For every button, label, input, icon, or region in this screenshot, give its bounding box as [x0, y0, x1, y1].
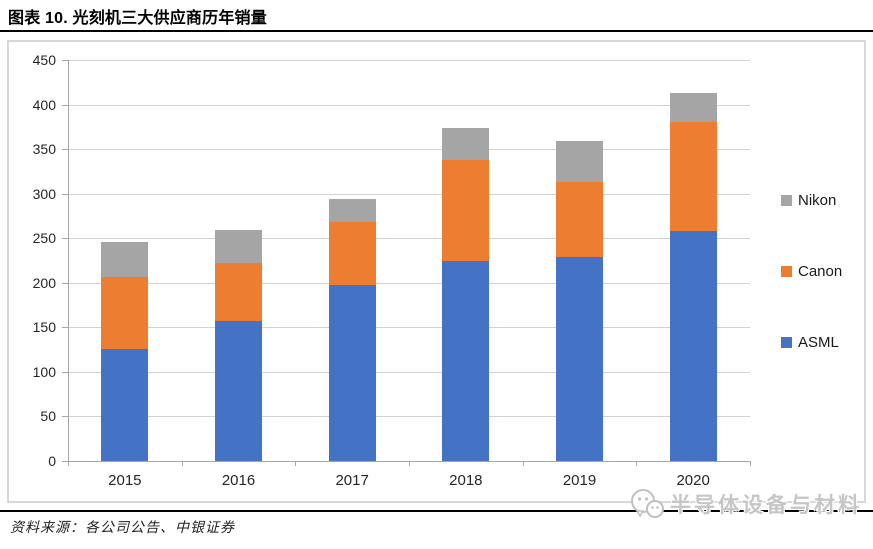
- bar-segment-nikon-2016: [215, 230, 262, 264]
- y-gridline: [68, 104, 750, 106]
- y-axis-tick-label: 100: [32, 363, 56, 380]
- y-axis-line: [68, 60, 69, 461]
- bar-segment-asml-2019: [556, 256, 603, 461]
- source-note: 资料来源：各公司公告、中银证券: [10, 521, 235, 536]
- x-axis-tick: [295, 461, 297, 466]
- legend-swatch-canon: [781, 266, 792, 277]
- bar-segment-canon-2020: [669, 122, 717, 232]
- y-axis-tick-label: 50: [40, 408, 56, 425]
- x-axis-category-label: 2020: [676, 472, 710, 489]
- legend-item-canon: Canon: [781, 263, 842, 280]
- y-axis-tick-label: 150: [32, 319, 56, 336]
- x-axis-tick: [750, 461, 751, 466]
- y-gridline: [68, 416, 750, 418]
- y-axis-tick-label: 300: [32, 185, 56, 202]
- watermark-text: 半导体设备与材料: [670, 494, 862, 517]
- bar-segment-canon-2017: [328, 222, 376, 285]
- footer-divider: [0, 510, 873, 512]
- legend-label-asml: ASML: [798, 334, 839, 351]
- y-axis-tick-label: 400: [32, 96, 56, 113]
- bar-segment-asml-2018: [442, 261, 490, 461]
- bar-segment-canon-2016: [215, 263, 262, 322]
- x-axis-category-label: 2016: [221, 472, 256, 489]
- figure-title: 图表 10. 光刻机三大供应商历年销量: [8, 10, 267, 27]
- y-axis-tick: [62, 371, 68, 373]
- y-axis-tick: [62, 60, 68, 61]
- y-axis-tick-label: 200: [32, 274, 56, 291]
- bar-segment-nikon-2019: [556, 141, 603, 183]
- y-axis-tick: [62, 238, 68, 240]
- bar-segment-asml-2016: [215, 321, 262, 461]
- y-axis-tick: [62, 461, 68, 462]
- bar-segment-asml-2015: [101, 348, 149, 461]
- y-gridline: [68, 60, 750, 61]
- y-axis-tick: [62, 104, 68, 106]
- legend-label-nikon: Nikon: [798, 192, 837, 209]
- x-axis-category-label: 2017: [335, 472, 369, 489]
- y-axis-tick-label: 0: [48, 453, 56, 469]
- legend-item-asml: ASML: [781, 334, 839, 351]
- legend-item-nikon: Nikon: [781, 192, 836, 209]
- legend-label-canon: Canon: [798, 263, 843, 280]
- y-gridline: [68, 371, 750, 373]
- y-gridline: [68, 193, 750, 195]
- x-axis-tick: [181, 461, 183, 466]
- bar-segment-nikon-2018: [442, 127, 490, 160]
- x-axis-tick: [409, 461, 410, 466]
- y-axis-tick: [62, 327, 68, 329]
- chart-frame: [7, 40, 866, 503]
- y-axis-tick-label: 350: [32, 141, 56, 158]
- x-axis-category-label: 2019: [562, 472, 597, 489]
- bar-segment-nikon-2020: [669, 92, 717, 123]
- bar-segment-nikon-2017: [328, 199, 376, 223]
- y-gridline: [68, 327, 750, 329]
- y-axis-tick: [62, 416, 68, 418]
- bar-segment-canon-2015: [101, 277, 149, 349]
- x-axis-tick: [636, 461, 638, 466]
- y-axis-tick-label: 450: [32, 52, 56, 68]
- watermark: 半导体设备与材料: [630, 487, 862, 521]
- y-gridline: [68, 238, 750, 240]
- y-gridline: [68, 282, 750, 284]
- bar-segment-nikon-2015: [101, 241, 149, 278]
- wechat-logo-icon: [631, 489, 664, 518]
- legend-swatch-nikon: [781, 195, 792, 206]
- bar-segment-asml-2017: [328, 284, 376, 461]
- x-axis-tick: [68, 461, 69, 466]
- y-gridline: [68, 149, 750, 151]
- x-axis-category-label: 2015: [108, 472, 142, 489]
- y-axis-tick-label: 250: [32, 230, 56, 247]
- x-axis-category-label: 2018: [449, 472, 483, 489]
- legend-swatch-asml: [781, 337, 792, 348]
- title-divider: [0, 30, 873, 32]
- y-axis-tick: [62, 193, 68, 195]
- bar-segment-canon-2018: [442, 159, 490, 262]
- y-axis-tick: [62, 149, 68, 151]
- y-axis-tick: [62, 282, 68, 284]
- x-axis-tick: [522, 461, 524, 466]
- bar-segment-canon-2019: [556, 182, 603, 257]
- bar-segment-asml-2020: [669, 231, 717, 461]
